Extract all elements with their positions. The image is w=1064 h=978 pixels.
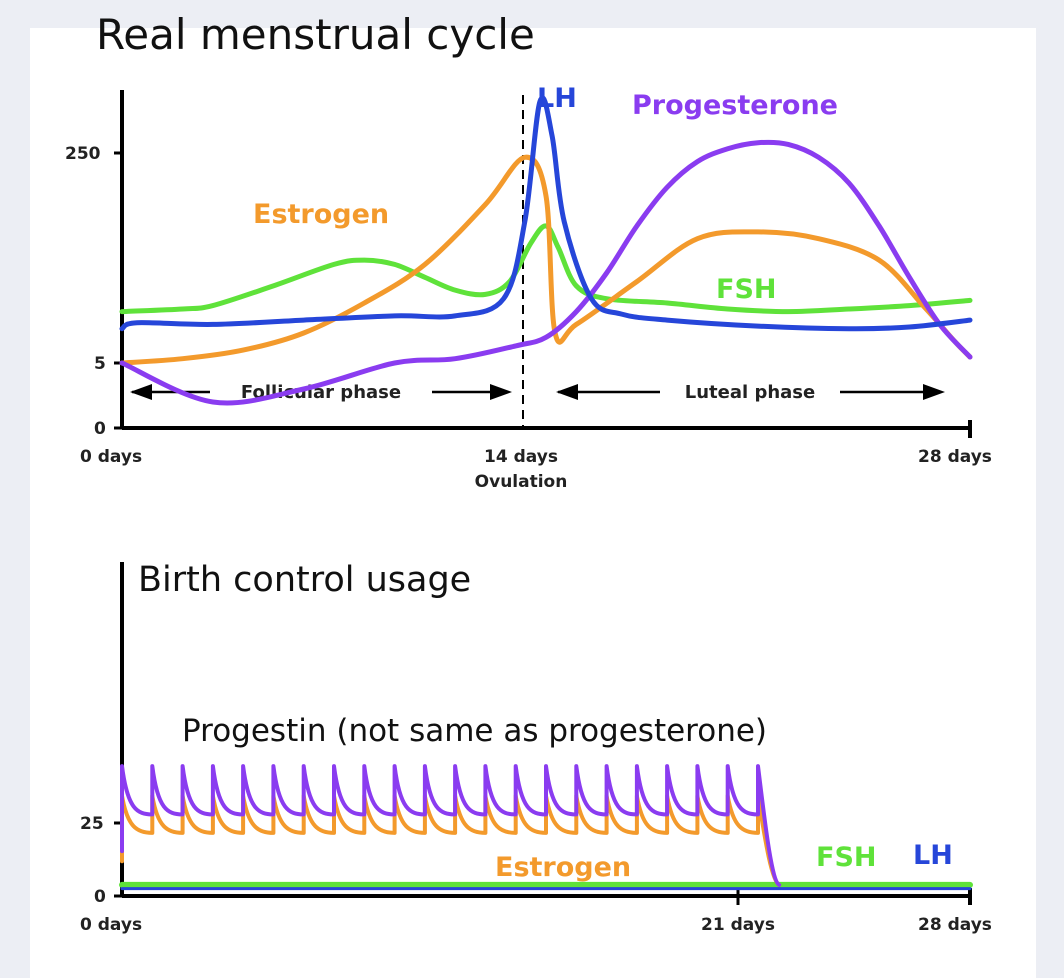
chart2-title: Birth control usage [138, 560, 471, 600]
chart1-x-label-0: 0 days [80, 447, 142, 467]
luteal-phase-arrow: Luteal phase [556, 382, 945, 403]
chart2-x-label-28: 28 days [918, 915, 992, 935]
label-progesterone: Progesterone [632, 90, 838, 121]
chart1-title: Real menstrual cycle [96, 10, 535, 59]
chart2-x-label-0: 0 days [80, 915, 142, 935]
series-fsh-line [119, 223, 973, 315]
chart1-series [119, 95, 973, 406]
chart2-x-label-21: 21 days [701, 915, 775, 935]
progestin-annotation: Progestin (not same as progesterone) [182, 713, 767, 749]
chart1-y-label-5: 5 [94, 354, 106, 374]
chart2-label-lh: LH [913, 840, 953, 871]
chart1-x-label-14: 14 days [484, 447, 558, 467]
chart2-series [119, 764, 973, 891]
chart1-x-label-ovulation: Ovulation [475, 472, 568, 492]
series-progesterone-line [119, 139, 973, 406]
series-estrogen-line [119, 154, 973, 366]
label-estrogen: Estrogen [253, 199, 389, 230]
chart2-progestin-line [120, 764, 782, 887]
follicular-phase-arrow: Follicular phase [130, 382, 512, 403]
chart2-label-estrogen: Estrogen [495, 852, 631, 883]
label-lh: LH [537, 83, 577, 114]
chart2-y-label-0: 0 [94, 887, 106, 907]
chart-panel [30, 28, 1036, 978]
chart2-y-label-25: 25 [80, 814, 104, 834]
chart1-y-label-250: 250 [65, 144, 101, 164]
series-lh-line [119, 95, 973, 332]
chart1-y-label-0: 0 [94, 419, 106, 439]
follicular-phase-label: Follicular phase [241, 382, 401, 403]
chart1-x-label-28: 28 days [918, 447, 992, 467]
chart2-label-fsh: FSH [816, 842, 877, 873]
label-fsh: FSH [716, 274, 777, 305]
luteal-phase-label: Luteal phase [685, 382, 815, 403]
